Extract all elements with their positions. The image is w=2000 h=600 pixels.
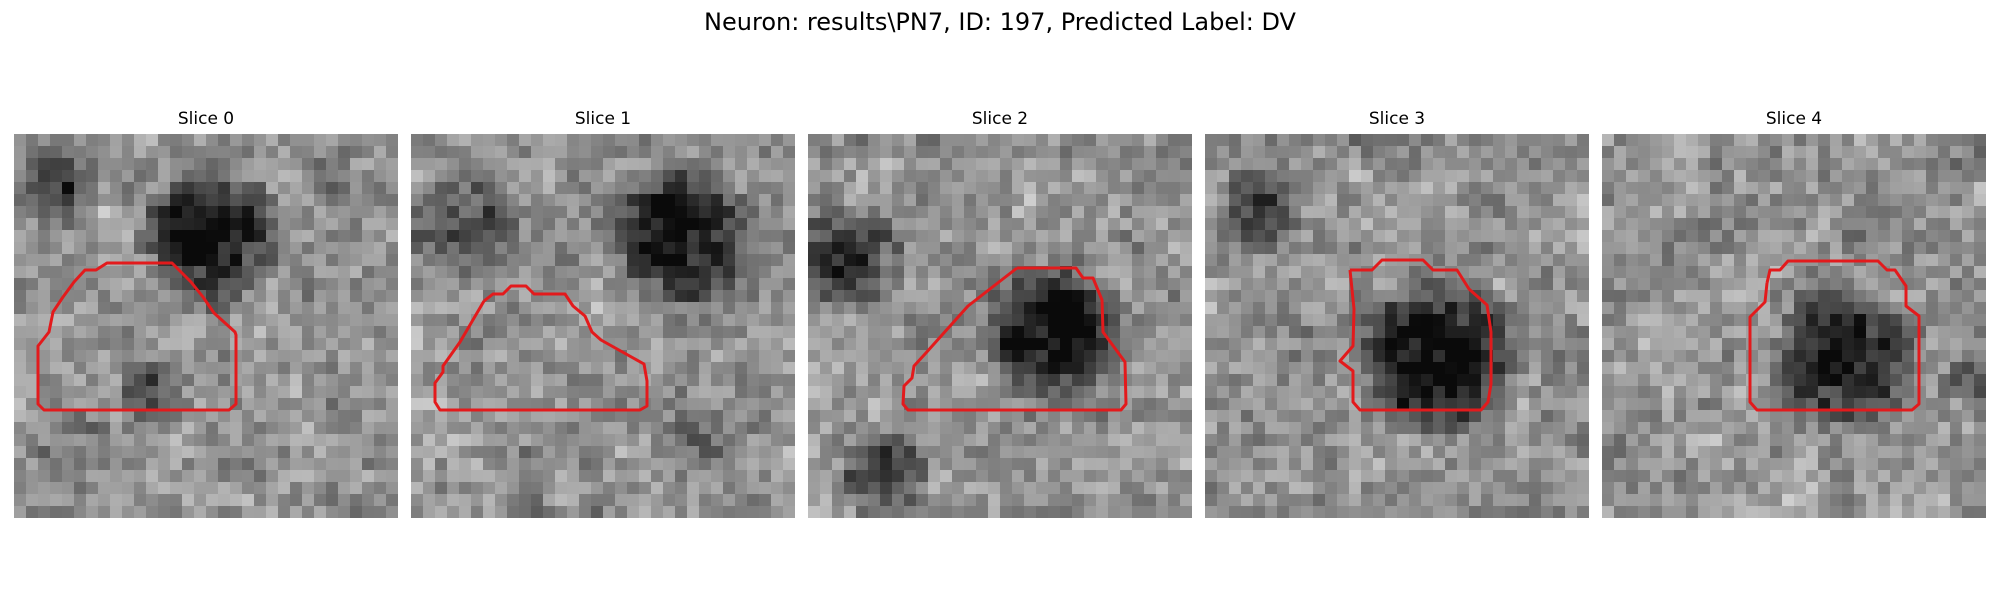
- slice-panel-2: Slice 2: [808, 108, 1192, 518]
- cell-contour-0: [36, 261, 238, 412]
- cell-contour-3: [1338, 258, 1493, 412]
- slice-title-2: Slice 2: [971, 109, 1029, 129]
- cell-contour-4: [1748, 259, 1921, 412]
- slice-panel-0: Slice 0: [14, 108, 398, 518]
- slice-image-3: [1205, 134, 1589, 518]
- slice-image-0: [14, 134, 398, 518]
- slice-panel-1: Slice 1: [411, 108, 795, 518]
- slice-title-1: Slice 1: [574, 109, 632, 129]
- slice-panel-4: Slice 4: [1602, 108, 1986, 518]
- slice-title-4: Slice 4: [1765, 109, 1823, 129]
- slice-image-4: [1602, 134, 1986, 518]
- figure-title: Neuron: results\PN7, ID: 197, Predicted …: [704, 8, 1296, 36]
- slice-image-2: [808, 134, 1192, 518]
- slice-title-3: Slice 3: [1368, 109, 1426, 129]
- slice-title-0: Slice 0: [177, 109, 235, 129]
- cell-contour-2: [901, 266, 1128, 412]
- slice-panel-3: Slice 3: [1205, 108, 1589, 518]
- slice-image-1: [411, 134, 795, 518]
- cell-contour-1: [433, 284, 649, 412]
